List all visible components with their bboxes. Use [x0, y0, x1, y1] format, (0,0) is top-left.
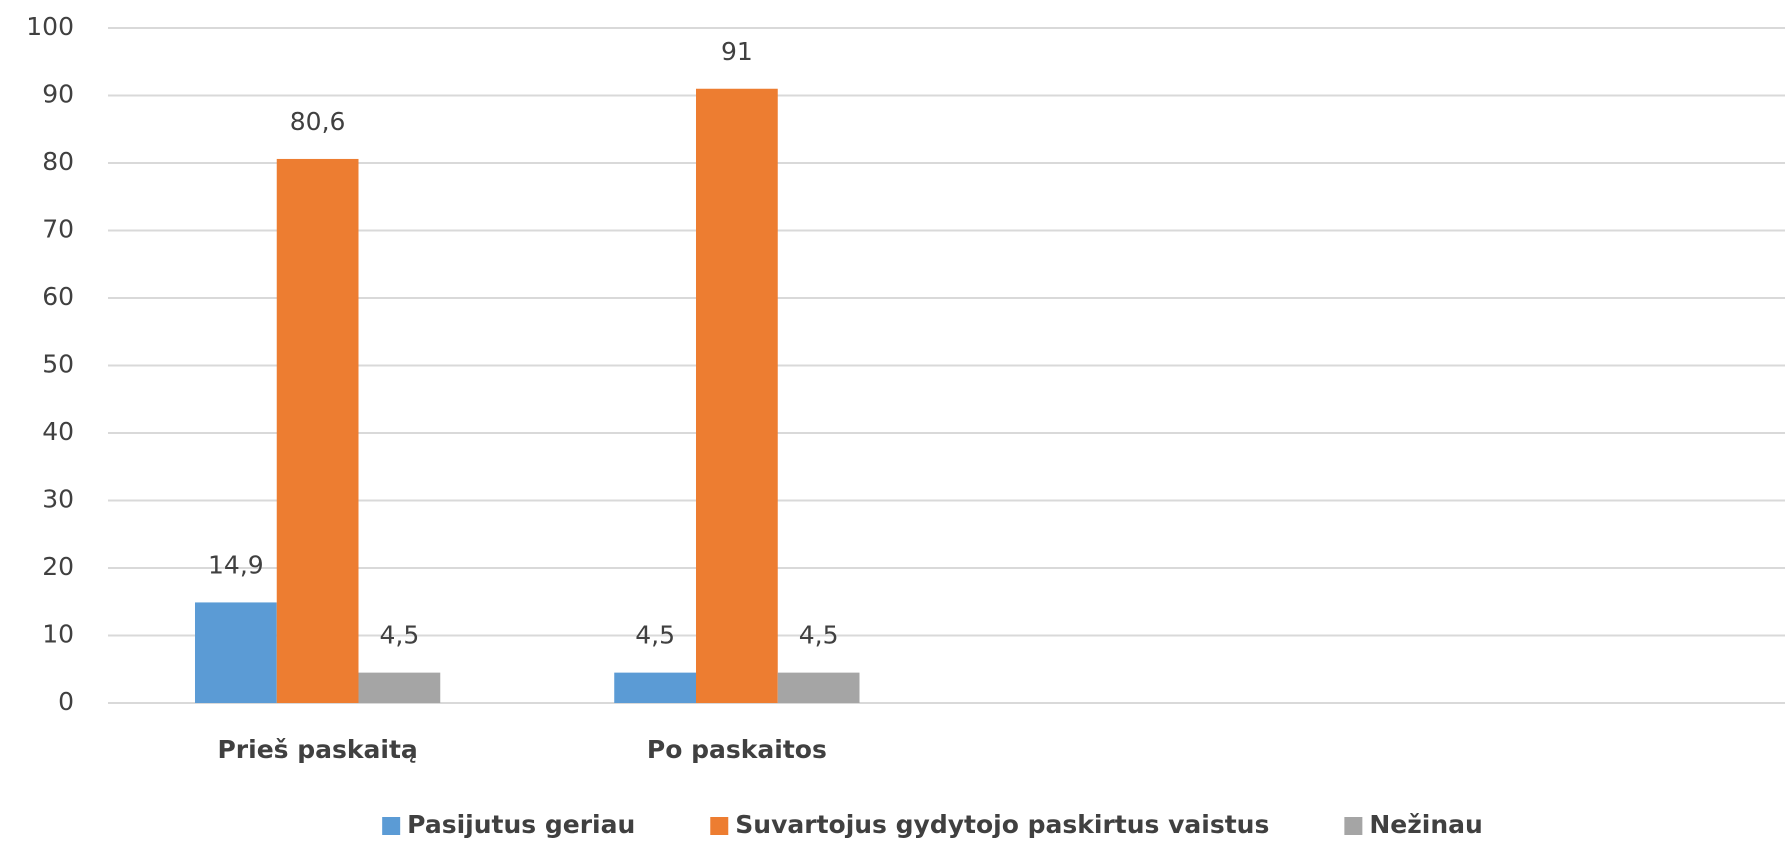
y-tick-label: 50: [42, 350, 74, 379]
data-label: 91: [721, 37, 753, 66]
y-tick-label: 40: [42, 417, 74, 446]
y-tick-label: 100: [26, 12, 74, 41]
y-tick-label: 0: [58, 687, 74, 716]
legend: Pasijutus geriau Suvartojus gydytojo pask…: [382, 810, 1483, 839]
data-label: 14,9: [208, 550, 264, 579]
legend-label: Nežinau: [1369, 810, 1482, 839]
x-tick-label: Po paskaitos: [647, 735, 827, 764]
legend-label: Pasijutus geriau: [407, 810, 635, 839]
bar: [777, 672, 860, 703]
data-label: 80,6: [290, 107, 346, 136]
bar: [695, 88, 778, 703]
y-tick-label: 60: [42, 282, 74, 311]
legend-label: Suvartojus gydytojo paskirtus vaistus: [735, 810, 1269, 839]
data-label: 4,5: [635, 621, 675, 650]
bar: [194, 602, 277, 703]
y-tick-label: 70: [42, 215, 74, 244]
legend-swatch: [710, 817, 729, 835]
y-tick-label: 30: [42, 485, 74, 514]
y-tick-label: 10: [42, 620, 74, 649]
bar: [358, 672, 441, 703]
y-tick-label: 20: [42, 552, 74, 581]
x-tick-label: Prieš paskaitą: [217, 735, 417, 764]
data-label: 4,5: [799, 621, 839, 650]
bar: [614, 672, 696, 703]
legend-swatch: [382, 817, 401, 835]
bar: [276, 158, 359, 703]
legend-swatch: [1344, 817, 1363, 835]
data-label: 4,5: [379, 621, 419, 650]
y-tick-label: 80: [42, 147, 74, 176]
y-tick-label: 90: [42, 80, 74, 109]
